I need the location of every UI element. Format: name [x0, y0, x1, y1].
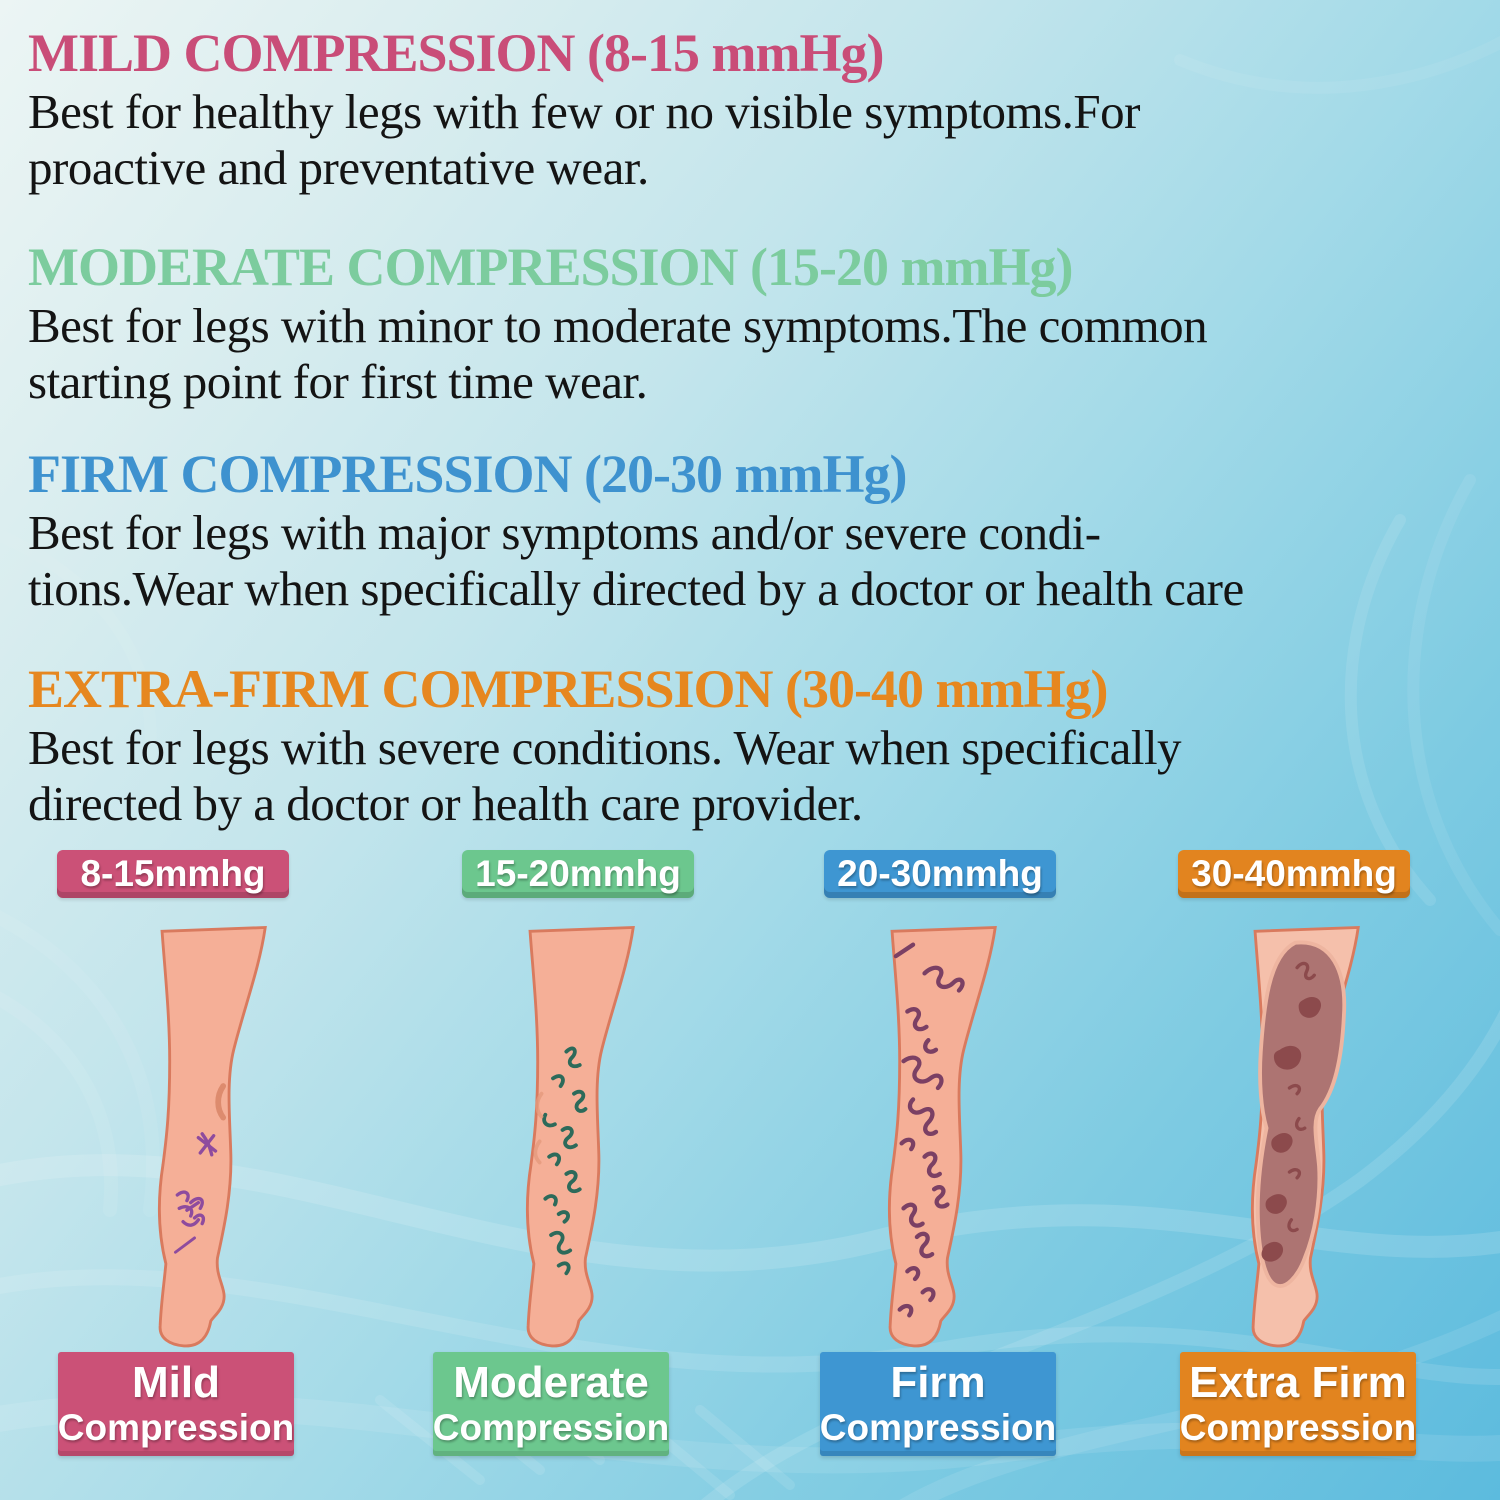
leg-illustration-firm-severe-varicose-veins — [887, 925, 997, 1348]
label-box-moderate-compression: Moderate Compression — [433, 1352, 669, 1456]
firm-body-line-1: Best for legs with major symptoms and/or… — [28, 505, 1101, 560]
label-box-firm-compression: Firm Compression — [820, 1352, 1056, 1456]
label-box-mild-compression: Mild Compression — [58, 1352, 294, 1456]
firm-body-line-2: tions.Wear when specifically directed by… — [28, 561, 1244, 616]
mild-heading: MILD COMPRESSION (8-15 mmHg) — [28, 23, 884, 83]
extra-firm-body-line-1: Best for legs with severe conditions. We… — [28, 720, 1182, 775]
section-extra-firm-compression: EXTRA-FIRM COMPRESSION (30-40 mmHg) Best… — [28, 658, 1468, 832]
moderate-body-line-2: starting point for first time wear. — [28, 354, 648, 409]
leg-illustration-mild-spider-veins — [157, 925, 267, 1348]
section-firm-compression: FIRM COMPRESSION (20-30 mmHg) Best for l… — [28, 443, 1468, 617]
mild-body-line-1: Best for healthy legs with few or no vis… — [28, 84, 1141, 139]
label-moderate-line1: Moderate — [453, 1358, 649, 1407]
label-firm-line1: Firm — [890, 1358, 986, 1407]
leg-illustration-extra-firm-ulcerated — [1250, 925, 1360, 1348]
label-extra-firm-line2: Compression — [1179, 1407, 1417, 1448]
moderate-body-line-1: Best for legs with minor to moderate sym… — [28, 298, 1208, 353]
label-moderate-line2: Compression — [432, 1407, 670, 1448]
section-mild-compression: MILD COMPRESSION (8-15 mmHg) Best for he… — [28, 22, 1468, 196]
firm-heading: FIRM COMPRESSION (20-30 mmHg) — [28, 444, 907, 504]
label-firm-line2: Compression — [819, 1407, 1057, 1448]
label-box-extra-firm-compression: Extra Firm Compression — [1180, 1352, 1416, 1456]
label-extra-firm-line1: Extra Firm — [1189, 1358, 1407, 1407]
extra-firm-body-line-2: directed by a doctor or health care prov… — [28, 776, 863, 831]
range-badge-mild: 8-15mmhg — [57, 850, 289, 898]
range-badge-firm: 20-30mmhg — [824, 850, 1056, 898]
extra-firm-heading: EXTRA-FIRM COMPRESSION (30-40 mmHg) — [28, 659, 1108, 719]
range-badge-extra-firm: 30-40mmhg — [1178, 850, 1410, 898]
moderate-heading: MODERATE COMPRESSION (15-20 mmHg) — [28, 237, 1073, 297]
section-moderate-compression: MODERATE COMPRESSION (15-20 mmHg) Best f… — [28, 236, 1468, 410]
range-badge-moderate: 15-20mmhg — [462, 850, 694, 898]
mild-body-line-2: proactive and preventative wear. — [28, 140, 649, 195]
leg-illustration-moderate-varicose-veins — [525, 925, 635, 1348]
label-mild-line2: Compression — [57, 1407, 295, 1448]
label-mild-line1: Mild — [132, 1358, 220, 1407]
